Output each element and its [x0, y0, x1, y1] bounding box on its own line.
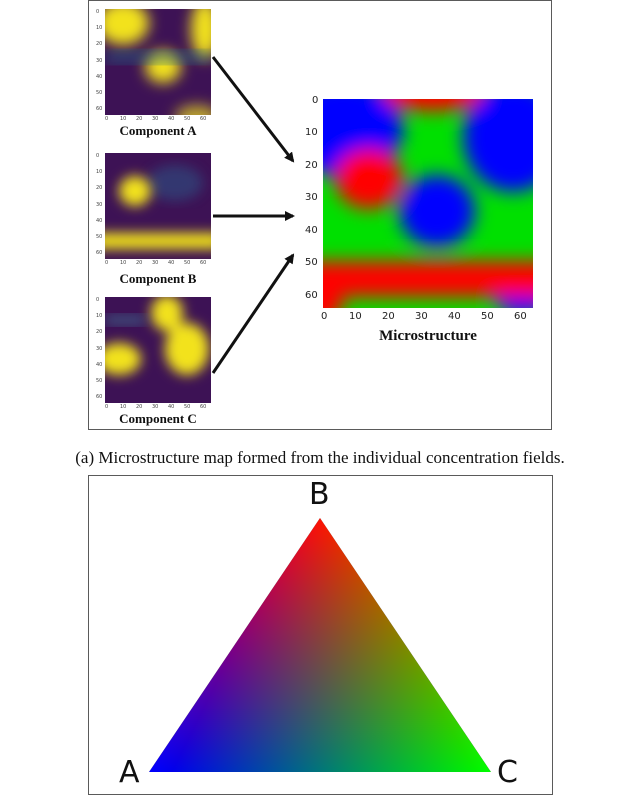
tick-label: 30: [96, 346, 103, 352]
tick-label: 40: [96, 362, 103, 368]
tick-label: 50: [305, 257, 318, 268]
tick-label: 0: [105, 260, 109, 266]
tick-label: 60: [96, 250, 103, 256]
microstructure-label: Microstructure: [379, 328, 477, 344]
tick-label: 10: [120, 116, 127, 122]
component-c-label: Component C: [119, 411, 197, 426]
arrow-a: [211, 56, 295, 163]
arrow-c: [211, 253, 295, 374]
tick-label: 20: [136, 116, 143, 122]
tick-label: 60: [305, 290, 318, 301]
tick-label: 30: [305, 192, 318, 203]
tick-label: 40: [168, 404, 175, 410]
vertex-label-a: A: [119, 755, 140, 790]
tick-label: 50: [481, 311, 494, 322]
tick-label: 20: [382, 311, 395, 322]
tick-label: 30: [96, 58, 103, 64]
tick-label: 50: [184, 116, 191, 122]
tick-label: 10: [96, 25, 103, 31]
tick-label: 40: [96, 218, 103, 224]
tick-label: 40: [305, 225, 318, 236]
tick-label: 30: [152, 260, 159, 266]
tick-label: 20: [96, 41, 103, 47]
figure-a-frame: Component A Component B: [88, 0, 552, 430]
tick-label: 0: [96, 9, 100, 15]
tick-label: 50: [96, 234, 103, 240]
tick-label: 0: [105, 404, 109, 410]
tick-label: 30: [415, 311, 428, 322]
tick-label: 60: [200, 116, 207, 122]
tick-label: 30: [152, 116, 159, 122]
tick-label: 10: [96, 313, 103, 319]
tick-label: 50: [96, 90, 103, 96]
tick-label: 20: [96, 329, 103, 335]
component-b-heatmap: [105, 153, 211, 259]
tick-label: 0: [96, 297, 100, 303]
tick-label: 20: [96, 185, 103, 191]
tick-label: 0: [321, 311, 328, 322]
tick-label: 30: [96, 202, 103, 208]
tick-label: 10: [120, 404, 127, 410]
tick-label: 10: [349, 311, 362, 322]
component-a-heatmap: [105, 9, 211, 115]
tick-label: 40: [168, 260, 175, 266]
ternary-triangle: [149, 518, 491, 772]
tick-label: 50: [96, 378, 103, 384]
component-a-label: Component A: [119, 123, 197, 138]
tick-label: 10: [305, 127, 318, 138]
component-b-label: Component B: [119, 271, 197, 286]
component-c-heatmap: [105, 297, 211, 403]
vertex-label-c: C: [497, 755, 518, 790]
tick-label: 40: [96, 74, 103, 80]
vertex-label-b: B: [309, 477, 330, 512]
tick-label: 10: [96, 169, 103, 175]
tick-label: 0: [312, 95, 319, 106]
tick-label: 60: [200, 260, 207, 266]
tick-label: 60: [96, 106, 103, 112]
tick-label: 50: [184, 404, 191, 410]
tick-label: 20: [136, 260, 143, 266]
tick-label: 10: [120, 260, 127, 266]
tick-label: 20: [305, 160, 318, 171]
tick-label: 20: [136, 404, 143, 410]
tick-label: 50: [184, 260, 191, 266]
arrows: [211, 56, 295, 374]
tick-label: 60: [200, 404, 207, 410]
microstructure-map: [323, 99, 533, 308]
tick-label: 40: [168, 116, 175, 122]
tick-label: 0: [105, 116, 109, 122]
tick-label: 0: [96, 153, 100, 159]
tick-label: 60: [96, 394, 103, 400]
figure-b-frame: B A C: [88, 475, 553, 795]
figure-a-caption: (a) Microstructure map formed from the i…: [75, 448, 565, 467]
tick-label: 60: [514, 311, 527, 322]
tick-label: 30: [152, 404, 159, 410]
tick-label: 40: [448, 311, 461, 322]
